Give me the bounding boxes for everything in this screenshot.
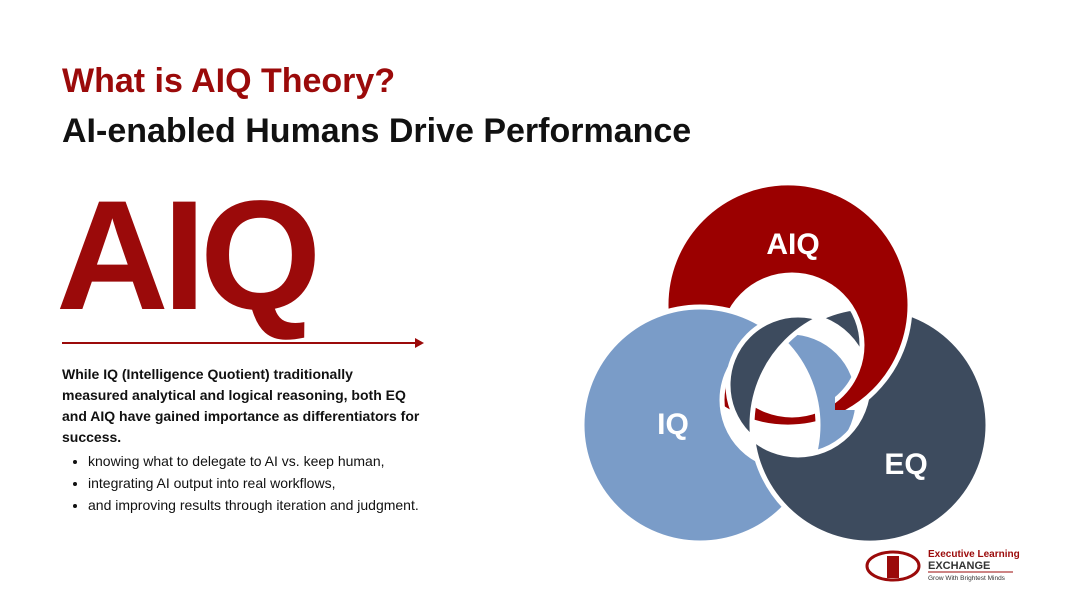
bullet: and improving results through iteration … — [88, 494, 419, 516]
paragraph: While IQ (Intelligence Quotient) traditi… — [62, 366, 420, 445]
title: What is AIQ Theory? — [62, 62, 396, 100]
arrow-head — [415, 338, 424, 348]
logo-brand: EXCHANGE — [928, 560, 990, 572]
bullet: knowing what to delegate to AI vs. keep … — [88, 450, 419, 472]
logo-icon — [887, 556, 899, 578]
node-label: EQ — [884, 448, 927, 481]
subtitle: AI-enabled Humans Drive Performance — [62, 112, 692, 150]
bullet-list: knowing what to delegate to AI vs. keep … — [62, 450, 419, 516]
bullet: integrating AI output into real workflow… — [88, 472, 419, 494]
aiq-overlap — [835, 189, 913, 410]
node-label: IQ — [657, 408, 689, 441]
venn-diagram: AIQ IQ EQ — [579, 180, 991, 546]
logo-tagline: Grow With Brightest Minds — [928, 575, 1006, 582]
logo-swoosh — [865, 550, 921, 582]
logo: Executive Learning EXCHANGE Grow With Br… — [865, 549, 1020, 582]
node-label: AIQ — [766, 228, 819, 261]
logo-name: Executive Learning — [928, 549, 1020, 560]
hero-word: AIQ — [56, 169, 321, 343]
